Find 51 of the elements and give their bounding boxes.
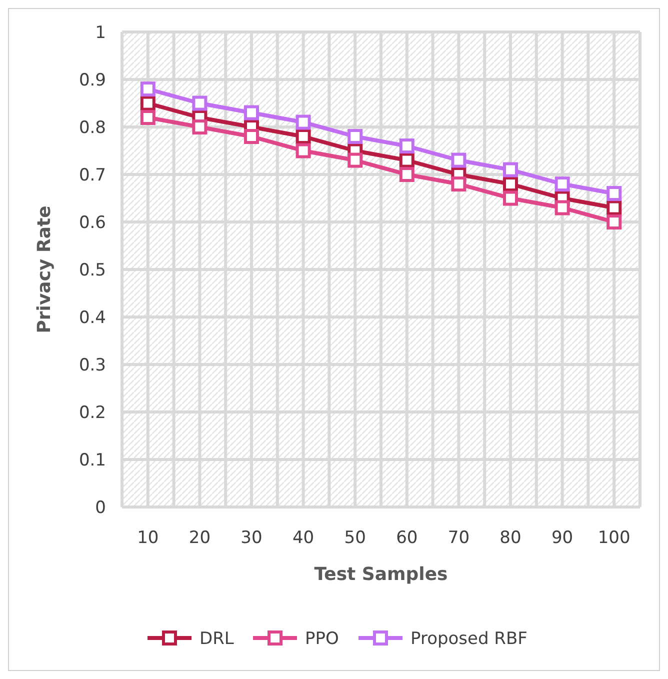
point <box>348 129 363 144</box>
point <box>451 176 466 192</box>
point <box>296 114 311 130</box>
x-tick-label: 20 <box>188 528 211 548</box>
point <box>399 167 414 182</box>
point <box>606 200 622 216</box>
x-tick-label: 50 <box>344 528 366 548</box>
point <box>503 190 518 206</box>
y-tick-label: 0.4 <box>78 308 106 328</box>
x-tick-label: 30 <box>240 528 262 548</box>
y-tick-label: 0.2 <box>78 402 106 423</box>
x-tick-label: 40 <box>292 528 314 548</box>
x-tick-label: 70 <box>448 528 470 548</box>
legend-label: DRL <box>200 628 234 649</box>
point <box>140 82 156 96</box>
y-tick-label: 0.5 <box>78 260 106 280</box>
y-tick-label: 0.9 <box>78 70 106 90</box>
x-tick-label: 100 <box>598 528 630 548</box>
x-axis-title: Test Samples <box>314 564 448 585</box>
point <box>244 105 259 120</box>
x-tick-label: 90 <box>551 528 574 548</box>
point <box>140 96 156 111</box>
x-tick-label: 10 <box>137 528 159 548</box>
point <box>244 129 259 144</box>
y-tick-label: 1 <box>95 22 106 43</box>
x-tick-label: 80 <box>500 528 522 548</box>
legend-label: Proposed RBF <box>410 628 528 649</box>
point <box>503 162 518 178</box>
point <box>554 200 570 216</box>
point <box>606 186 622 201</box>
y-tick-label: 0.3 <box>78 355 106 376</box>
y-tick-label: 0.1 <box>78 450 106 470</box>
y-tick-label: 0.6 <box>78 212 106 233</box>
point <box>296 143 311 158</box>
y-axis-title: Privacy Rate <box>34 206 55 334</box>
point <box>606 214 622 230</box>
point <box>399 138 414 154</box>
point <box>296 129 311 144</box>
y-tick-label: 0 <box>95 498 106 518</box>
legend-label: PPO <box>305 628 339 649</box>
point <box>192 120 208 134</box>
y-tick-label: 0.8 <box>78 118 106 138</box>
y-tick-label: 0.7 <box>78 165 106 186</box>
x-tick-label: 60 <box>396 528 418 548</box>
point <box>451 152 466 168</box>
point <box>192 96 208 111</box>
point <box>399 152 414 168</box>
point <box>554 176 570 192</box>
point <box>140 110 156 125</box>
point <box>348 152 363 168</box>
point <box>503 176 518 192</box>
